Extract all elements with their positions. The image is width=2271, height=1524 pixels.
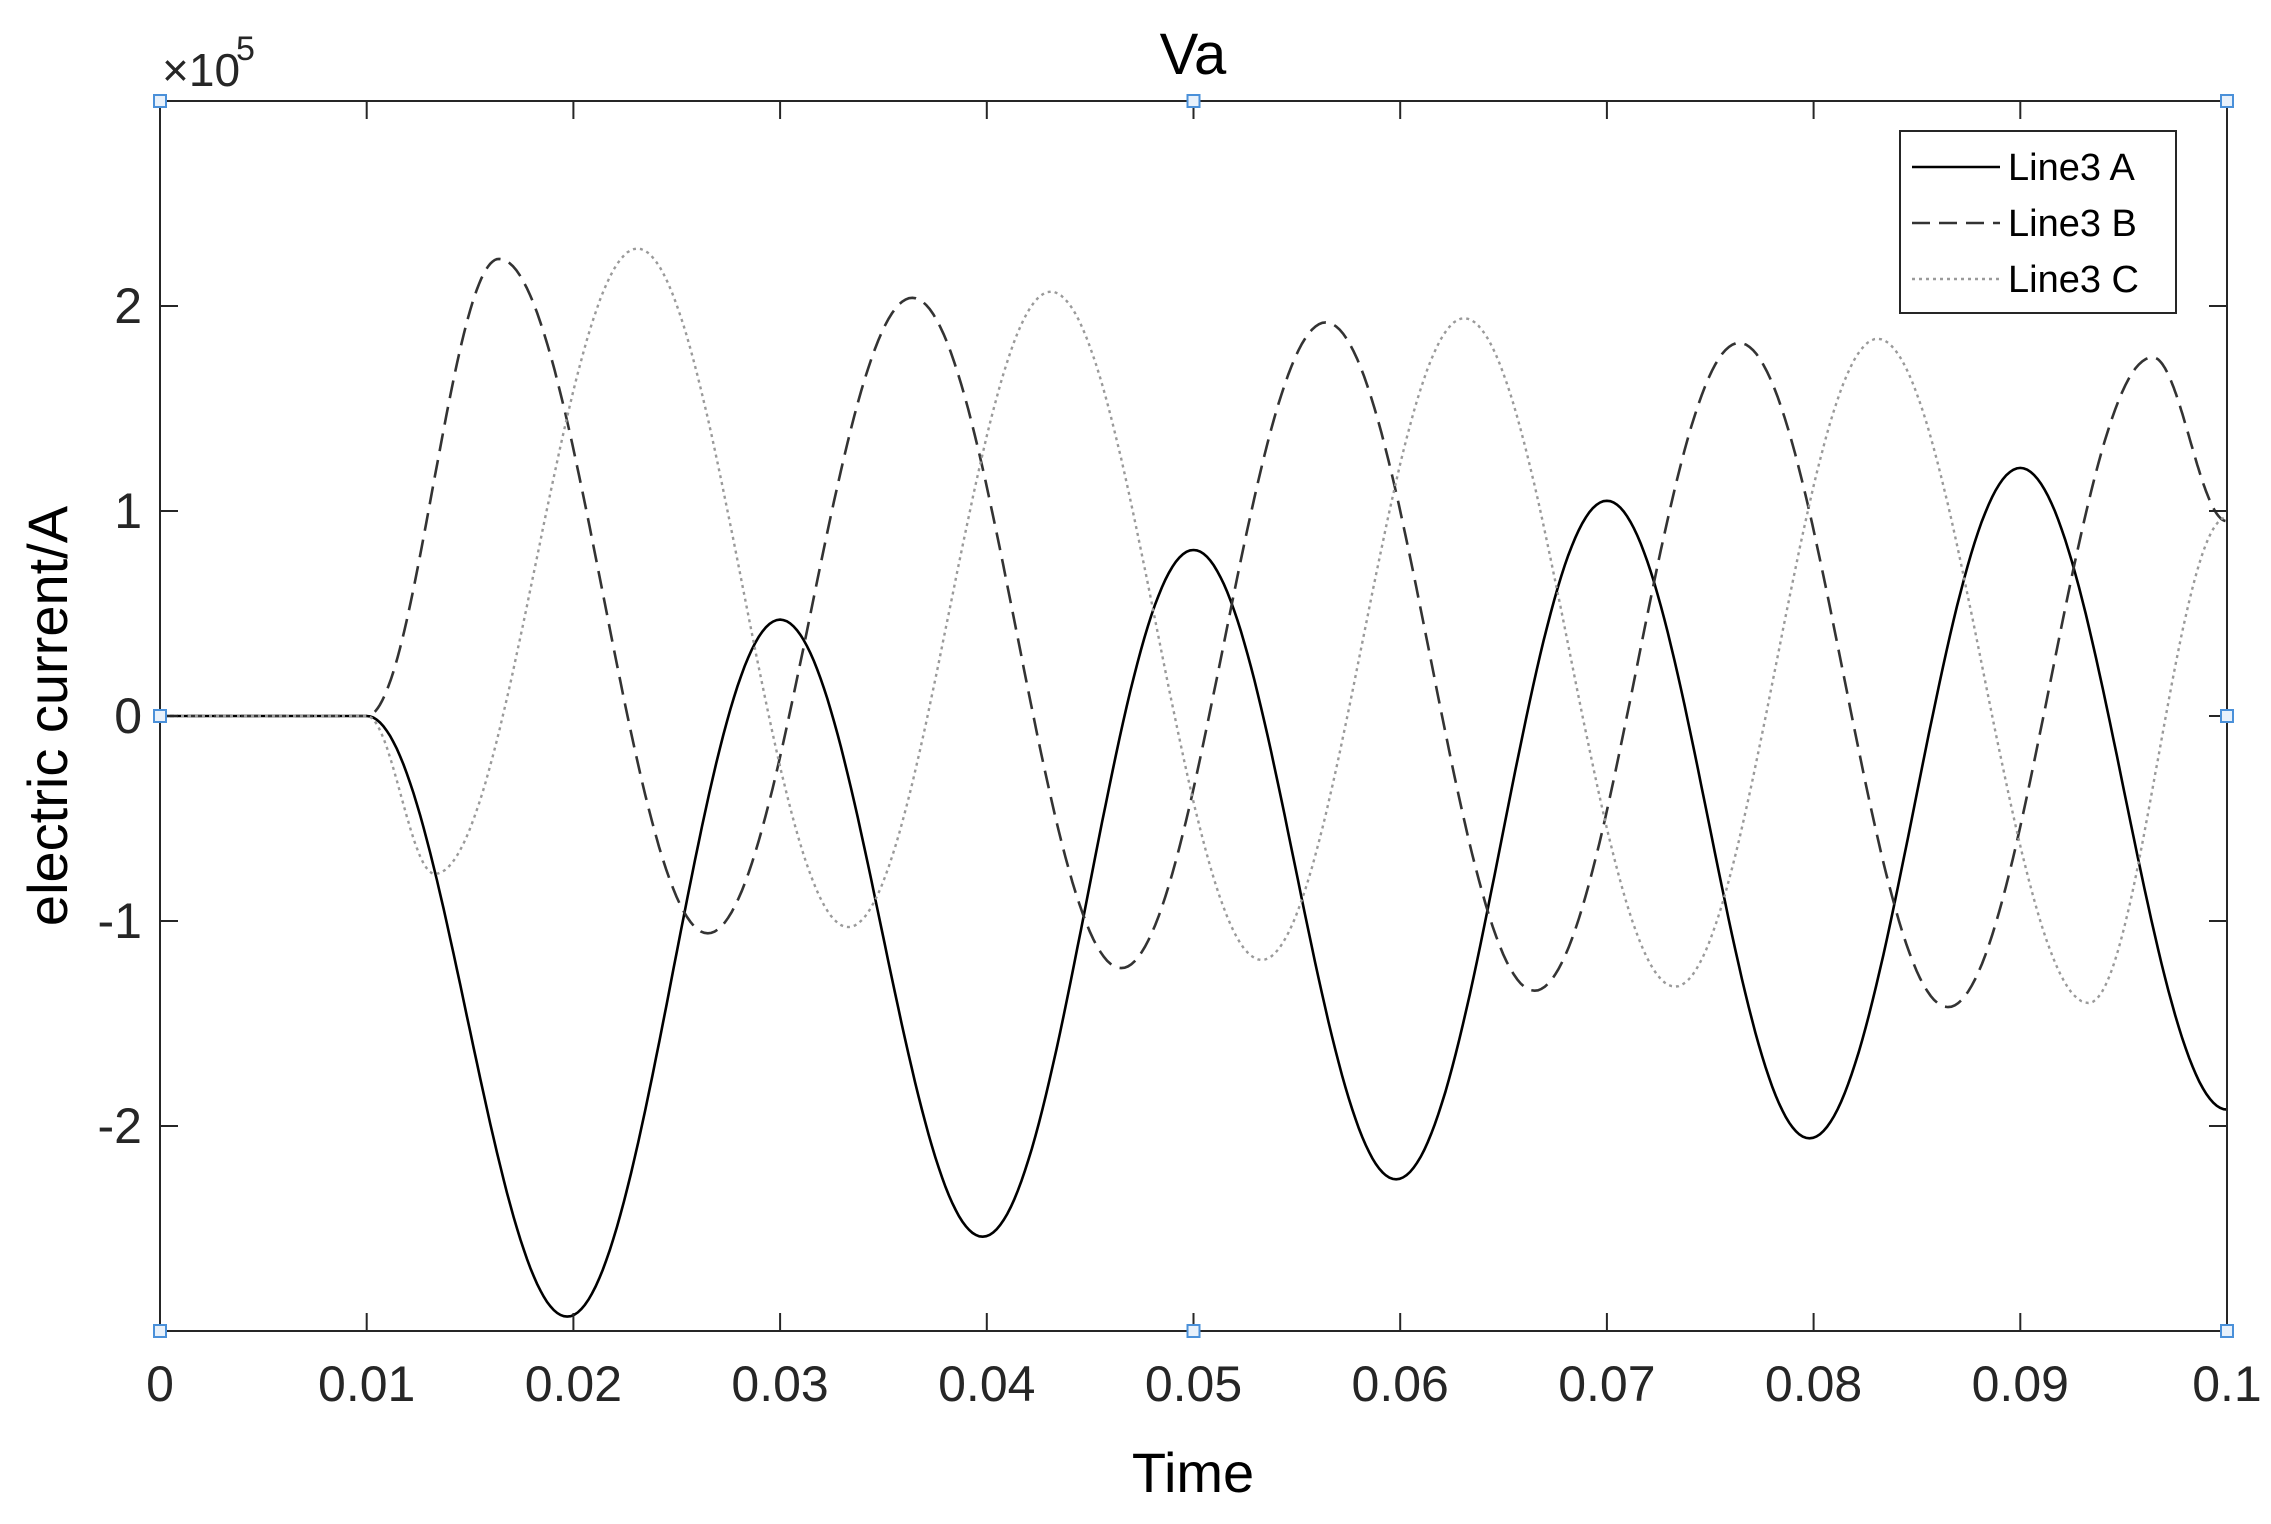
- y-tick-label: -2: [98, 1098, 142, 1154]
- y-exponent-base: ×10: [162, 44, 240, 96]
- resize-handle[interactable]: [2220, 94, 2234, 108]
- selection-handles: [153, 94, 2234, 1338]
- resize-handle[interactable]: [153, 709, 167, 723]
- legend[interactable]: Line3 A Line3 B Line3 C: [1899, 130, 2177, 314]
- y-exponent-power: 5: [236, 30, 255, 68]
- series-line-2: [160, 257, 2228, 1009]
- resize-handle[interactable]: [1186, 1324, 1201, 1338]
- x-tick-label: 0.02: [525, 1356, 622, 1412]
- x-tick-label: 0.01: [318, 1356, 415, 1412]
- x-tick-label: 0.1: [2192, 1356, 2262, 1412]
- x-tick-label: 0.05: [1145, 1356, 1242, 1412]
- x-tick-label: 0.07: [1558, 1356, 1655, 1412]
- y-tick-label: 2: [114, 278, 142, 334]
- resize-handle[interactable]: [153, 1324, 167, 1338]
- y-tick-label: 0: [114, 688, 142, 744]
- series-layer: [160, 247, 2228, 1318]
- y-axis-title: electric current/A: [16, 505, 79, 926]
- x-tick-label: 0: [146, 1356, 174, 1412]
- chart-title: Va: [1160, 22, 1227, 87]
- legend-label: Line3 A: [2008, 147, 2135, 189]
- resize-handle[interactable]: [153, 94, 167, 108]
- plot-area: [160, 101, 2227, 1331]
- x-tick-label: 0.06: [1352, 1356, 1449, 1412]
- x-tick-label: 0.09: [1972, 1356, 2069, 1412]
- resize-handle[interactable]: [2220, 709, 2234, 723]
- legend-label: Line3 C: [2008, 259, 2139, 301]
- y-tick-label: -1: [98, 893, 142, 949]
- series-line-3: [160, 247, 2228, 1005]
- x-tick-label: 0.08: [1765, 1356, 1862, 1412]
- resize-handle[interactable]: [2220, 1324, 2234, 1338]
- y-exponent-label: ×10 5: [162, 30, 255, 96]
- series-line-1: [160, 466, 2228, 1318]
- x-axis-title: Time: [1132, 1441, 1254, 1504]
- legend-label: Line3 B: [2008, 203, 2137, 245]
- x-tick-label: 0.03: [731, 1356, 828, 1412]
- ticks-layer: 0 0.01 0.02 0.03 0.04 0.05 0.06 0.07 0.08 0.09 0.1…: [98, 101, 2262, 1412]
- y-tick-label: 1: [114, 483, 142, 539]
- resize-handle[interactable]: [1186, 94, 1201, 108]
- x-tick-label: 0.04: [938, 1356, 1035, 1412]
